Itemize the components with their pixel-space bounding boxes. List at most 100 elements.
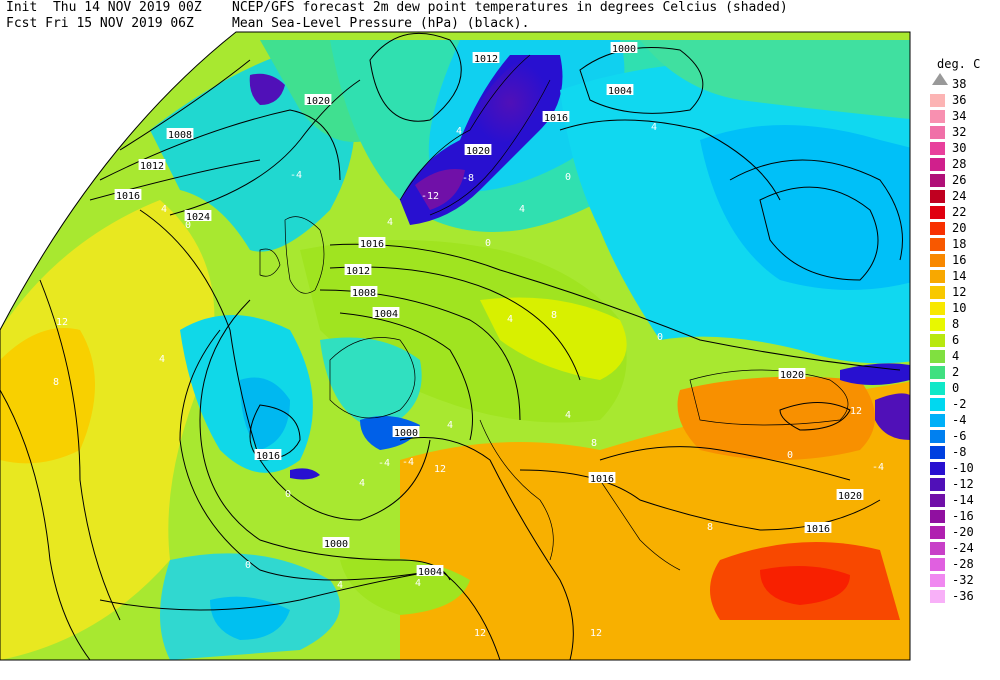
temperature-label: 12: [590, 628, 602, 639]
isobar-label: 1012: [138, 159, 166, 172]
legend-label: -20: [952, 525, 974, 539]
legend-label: -14: [952, 493, 974, 507]
legend-title: deg. C: [937, 57, 981, 71]
legend-swatch: [930, 174, 945, 187]
temperature-label: 4: [415, 578, 421, 589]
legend-label: 24: [952, 189, 967, 203]
legend-swatch: [930, 286, 945, 299]
temperature-label: 4: [519, 204, 525, 215]
temperature-label: -4: [402, 457, 414, 468]
legend-label: 32: [952, 125, 967, 139]
legend-label: 18: [952, 237, 967, 251]
isobar-label: 1008: [166, 128, 194, 141]
legend-item: 24: [930, 188, 1000, 204]
legend-swatch: [930, 334, 945, 347]
shaded-field: [0, 32, 910, 660]
legend-swatch: [930, 382, 945, 395]
legend-swatch: [930, 110, 945, 123]
temperature-label: 4: [456, 126, 462, 137]
legend-swatch: [930, 430, 945, 443]
legend-label: -36: [952, 589, 974, 603]
svg-text:1000: 1000: [612, 44, 636, 55]
legend-label: -12: [952, 477, 974, 491]
legend-label: -28: [952, 557, 974, 571]
temperature-labels: 0 4 -4 4 0 4 -12 -8 4 0 4 12 8 4 -4 4 8 4 0 -4 0 8 4 12 12 12 0 4 4 0…: [53, 122, 884, 639]
legend-label: 34: [952, 109, 967, 123]
legend-item: -32: [930, 572, 1000, 588]
legend-swatch: [930, 206, 945, 219]
header-line1-left: Init Thu 14 NOV 2019 00Z: [6, 0, 202, 15]
legend-label: -32: [952, 573, 974, 587]
legend-swatch: [930, 542, 945, 555]
legend-item: -12: [930, 476, 1000, 492]
svg-text:1016: 1016: [544, 113, 568, 124]
legend-swatch: [930, 558, 945, 571]
svg-text:1012: 1012: [346, 266, 370, 277]
legend-swatch: [930, 526, 945, 539]
temperature-label: 12: [434, 464, 446, 475]
legend-swatch: [930, 142, 945, 155]
legend-item: -2: [930, 396, 1000, 412]
legend-label: -2: [952, 397, 967, 411]
svg-text:1016: 1016: [360, 239, 384, 250]
isobar-label: 1004: [416, 565, 444, 578]
isobar-label: 1016: [542, 111, 570, 124]
isobar-label: 1020: [836, 489, 864, 502]
temperature-label: -4: [290, 170, 302, 181]
temperature-label: 8: [591, 438, 597, 449]
isobar-label: 1020: [464, 144, 492, 157]
isobar-label: 1000: [322, 537, 350, 550]
legend-item: 0: [930, 380, 1000, 396]
legend-item: -36: [930, 588, 1000, 604]
legend-label: 26: [952, 173, 967, 187]
legend-label: 12: [952, 285, 967, 299]
legend-item: 10: [930, 300, 1000, 316]
isobar-label: 1004: [606, 84, 634, 97]
legend-label: -8: [952, 445, 967, 459]
temperature-label: 0: [657, 332, 663, 343]
legend-item: 18: [930, 236, 1000, 252]
legend-item: -24: [930, 540, 1000, 556]
legend-swatch: [930, 254, 945, 267]
isobar-label: 1000: [610, 42, 638, 55]
legend-swatch: [930, 590, 945, 603]
legend-item: -8: [930, 444, 1000, 460]
svg-text:1000: 1000: [324, 539, 348, 550]
legend-label: 30: [952, 141, 967, 155]
isobar-label: 1020: [304, 94, 332, 107]
temperature-label: 4: [507, 314, 513, 325]
svg-text:1020: 1020: [838, 491, 862, 502]
legend-item: 32: [930, 124, 1000, 140]
legend-item: 4: [930, 348, 1000, 364]
temperature-label: 0: [245, 560, 251, 571]
isobar-label: 1000: [392, 426, 420, 439]
legend-label: -6: [952, 429, 967, 443]
temperature-label: 0: [185, 220, 191, 231]
temperature-label: -8: [462, 173, 474, 184]
legend-label: 6: [952, 333, 960, 347]
legend-swatch: [930, 302, 945, 315]
legend-swatch: [930, 494, 945, 507]
temperature-label: 4: [359, 478, 365, 489]
legend-swatch: [930, 366, 945, 379]
svg-text:1008: 1008: [352, 288, 376, 299]
legend-item: 26: [930, 172, 1000, 188]
legend-item: 12: [930, 284, 1000, 300]
legend-label: 28: [952, 157, 967, 171]
temperature-label: -4: [872, 462, 884, 473]
temperature-label: 4: [447, 420, 453, 431]
isobar-label: 1012: [344, 264, 372, 277]
legend-arrow-label: 38: [952, 77, 967, 91]
legend-swatch: [930, 446, 945, 459]
svg-text:1012: 1012: [474, 54, 498, 65]
temperature-label: 4: [161, 204, 167, 215]
legend-swatch: [930, 158, 945, 171]
legend-label: -10: [952, 461, 974, 475]
isobar-label: 1004: [372, 307, 400, 320]
legend-label: 0: [952, 381, 960, 395]
isobar-label: 1008: [350, 286, 378, 299]
isobar-label: 1012: [472, 52, 500, 65]
svg-text:1016: 1016: [806, 524, 830, 535]
isobar-label: 1016: [804, 522, 832, 535]
